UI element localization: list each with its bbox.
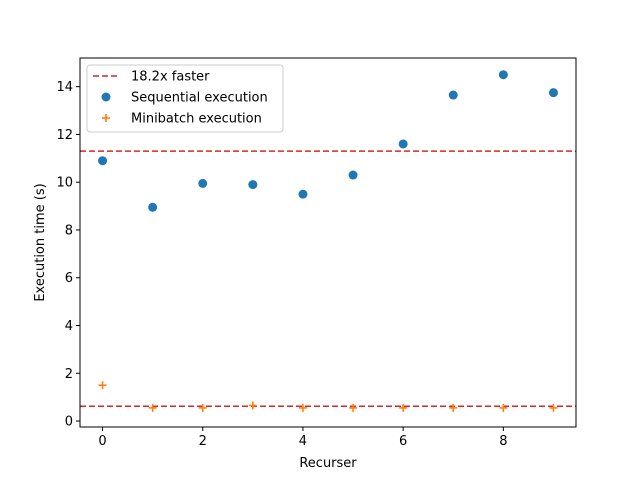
reference-lines (80, 150, 576, 407)
sequential-point (198, 178, 208, 188)
sequential-point (348, 170, 358, 180)
x-tick-label: 8 (499, 434, 507, 449)
sequential-point (148, 202, 158, 212)
sequential-point (298, 189, 308, 199)
data-points (98, 70, 558, 412)
legend-label: Sequential execution (131, 91, 268, 106)
minibatch-point (198, 403, 207, 412)
sequential-point (248, 180, 258, 190)
y-axis-ticks: 0 2 4 6 8 10 12 14 (56, 80, 80, 430)
y-tick-label: 12 (56, 128, 73, 143)
y-tick-label: 14 (56, 80, 73, 95)
sequential-point (448, 90, 458, 100)
x-axis-label: Recurser (299, 456, 357, 471)
y-tick-label: 0 (65, 415, 73, 430)
y-tick-label: 8 (65, 223, 73, 238)
plot-frame (79, 57, 577, 428)
sequential-point (548, 88, 558, 98)
x-tick-label: 6 (399, 434, 407, 449)
y-tick-label: 10 (56, 176, 73, 191)
legend-box (86, 64, 284, 133)
minibatch-point (98, 381, 107, 390)
y-axis-label: Execution time (s) (33, 183, 48, 301)
minibatch-point (549, 403, 558, 412)
sequential-point (398, 139, 408, 149)
minibatch-point (248, 401, 257, 410)
minibatch-point (349, 403, 358, 412)
x-tick-label: 2 (199, 434, 207, 449)
legend-label: Minibatch execution (131, 112, 262, 127)
minibatch-point (449, 403, 458, 412)
x-tick-label: 0 (98, 434, 106, 449)
y-tick-label: 4 (65, 319, 73, 334)
legend-circle-swatch (101, 92, 111, 102)
minibatch-point (399, 403, 408, 412)
x-tick-label: 4 (299, 434, 307, 449)
sequential-point (98, 156, 108, 166)
minibatch-point (298, 403, 307, 412)
y-tick-label: 2 (65, 367, 73, 382)
legend-plus-swatch (102, 114, 110, 122)
legend: 18.2x faster Sequential execution Minibatc… (86, 64, 284, 133)
sequential-point (498, 70, 508, 80)
x-axis-ticks: 0 2 4 6 8 (98, 427, 507, 449)
y-tick-label: 6 (65, 271, 73, 286)
minibatch-point (148, 403, 157, 412)
minibatch-point (499, 403, 508, 412)
legend-label: 18.2x faster (131, 70, 210, 85)
